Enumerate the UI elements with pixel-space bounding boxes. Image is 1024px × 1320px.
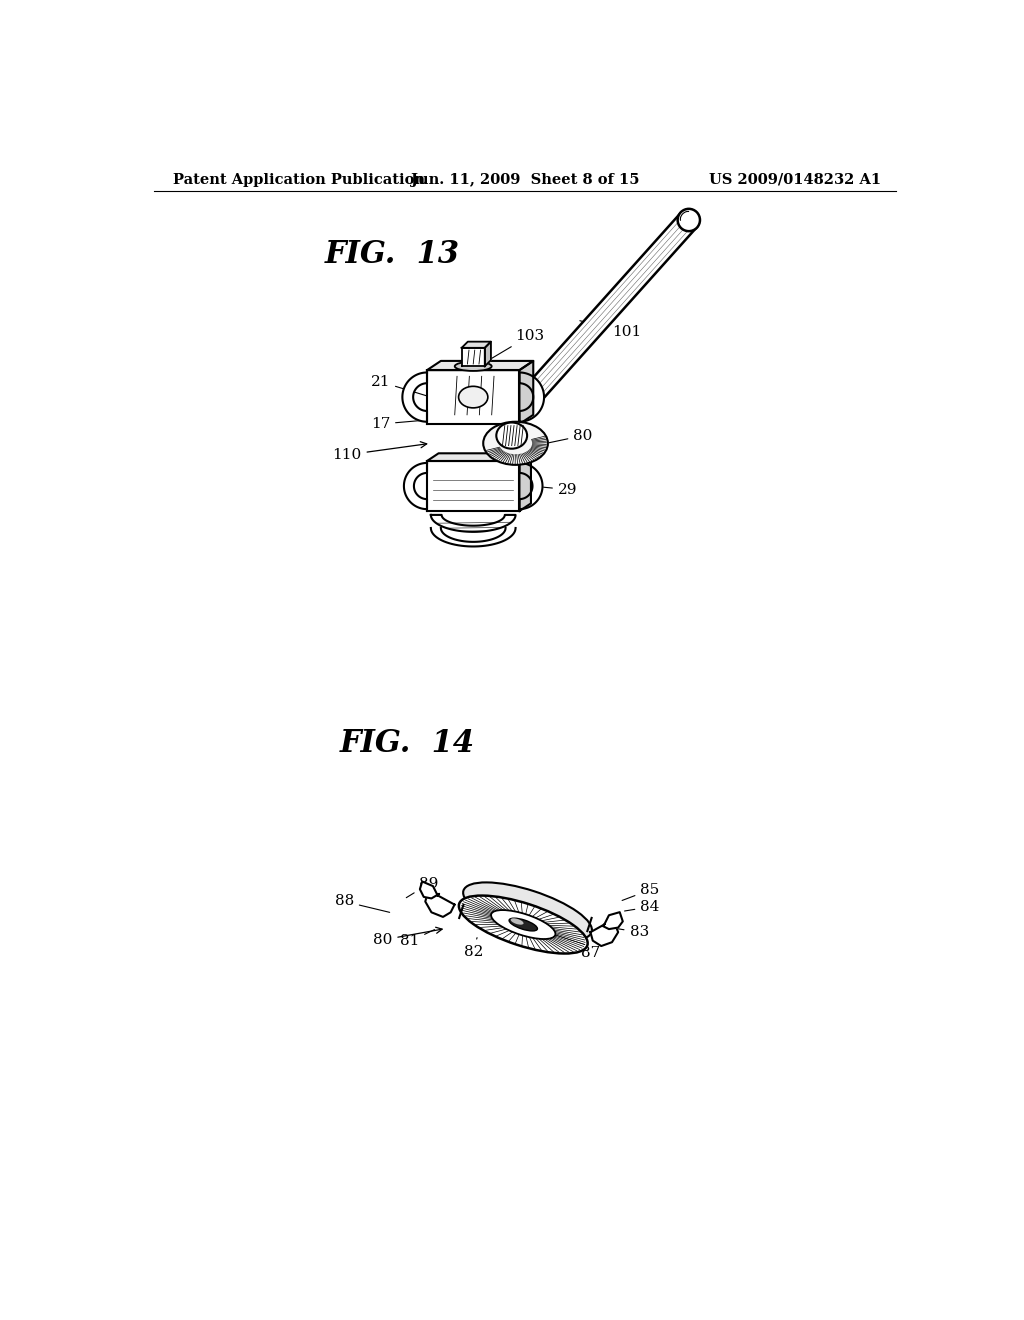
Ellipse shape — [463, 882, 592, 940]
Text: 81: 81 — [400, 929, 434, 949]
Text: 88: 88 — [335, 895, 390, 912]
Polygon shape — [519, 360, 534, 424]
Text: 29: 29 — [529, 483, 578, 496]
Polygon shape — [515, 213, 696, 412]
Polygon shape — [519, 453, 531, 511]
Ellipse shape — [511, 919, 523, 924]
Polygon shape — [427, 453, 531, 461]
Polygon shape — [603, 912, 623, 929]
Text: 84: 84 — [625, 900, 659, 913]
Ellipse shape — [455, 362, 492, 371]
Text: FIG.  13: FIG. 13 — [325, 239, 460, 271]
Polygon shape — [591, 924, 618, 946]
Polygon shape — [431, 515, 515, 532]
Text: Patent Application Publication: Patent Application Publication — [173, 173, 425, 187]
Polygon shape — [462, 342, 490, 348]
Text: 82: 82 — [464, 937, 483, 958]
Polygon shape — [462, 348, 484, 367]
Polygon shape — [403, 463, 427, 510]
Text: 83: 83 — [609, 925, 649, 940]
Text: Jun. 11, 2009  Sheet 8 of 15: Jun. 11, 2009 Sheet 8 of 15 — [411, 173, 639, 187]
Ellipse shape — [509, 919, 538, 931]
Text: 103: 103 — [483, 329, 545, 363]
Text: 85: 85 — [623, 883, 659, 900]
Polygon shape — [427, 370, 519, 424]
Polygon shape — [402, 372, 427, 422]
Ellipse shape — [492, 909, 555, 939]
Polygon shape — [427, 461, 519, 511]
Polygon shape — [519, 463, 543, 510]
Text: 110: 110 — [333, 442, 427, 462]
Polygon shape — [519, 372, 544, 422]
Text: 21: 21 — [371, 375, 428, 396]
Text: 101: 101 — [580, 321, 641, 339]
Ellipse shape — [678, 209, 700, 231]
Text: 80: 80 — [373, 927, 442, 946]
Ellipse shape — [483, 422, 548, 465]
Polygon shape — [425, 894, 455, 917]
Text: 89: 89 — [407, 876, 438, 898]
Text: US 2009/0148232 A1: US 2009/0148232 A1 — [710, 173, 882, 187]
Ellipse shape — [459, 387, 487, 408]
Text: FIG.  14: FIG. 14 — [340, 729, 475, 759]
Text: 80: 80 — [549, 429, 593, 442]
Ellipse shape — [497, 422, 527, 449]
Polygon shape — [420, 882, 439, 899]
Text: 87: 87 — [582, 940, 601, 960]
Polygon shape — [427, 360, 534, 370]
Polygon shape — [484, 342, 490, 367]
Ellipse shape — [459, 895, 588, 953]
Text: 17: 17 — [371, 417, 422, 432]
